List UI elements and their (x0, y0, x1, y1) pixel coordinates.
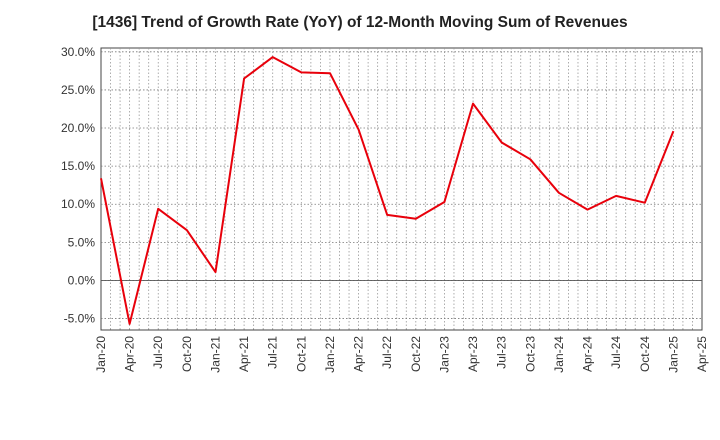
x-tick-label: Apr-25 (695, 336, 709, 372)
x-tick-label: Jan-23 (437, 336, 451, 373)
x-tick-label: Jul-23 (495, 336, 509, 369)
x-tick-label: Apr-23 (466, 336, 480, 372)
x-tick-label: Oct-20 (180, 336, 194, 372)
series-line (100, 56, 675, 325)
y-tick-label: 25.0% (61, 83, 95, 97)
x-tick-label: Apr-24 (581, 336, 595, 372)
x-tick-label: Oct-23 (523, 336, 537, 372)
y-tick-label: 15.0% (61, 159, 95, 173)
y-tick-label: 5.0% (68, 235, 96, 249)
y-tick-label: 20.0% (61, 121, 95, 135)
x-tick-label: Oct-21 (294, 336, 308, 372)
y-tick-label: -5.0% (64, 312, 96, 326)
x-tick-label: Oct-22 (409, 336, 423, 372)
chart-title: [1436] Trend of Growth Rate (YoY) of 12-… (92, 14, 628, 31)
x-tick-label: Jan-25 (666, 336, 680, 373)
y-tick-label: 10.0% (61, 197, 95, 211)
x-tick-label: Jan-22 (323, 336, 337, 373)
x-tick-label: Apr-21 (237, 336, 251, 372)
y-tick-label: 0.0% (68, 273, 96, 287)
x-tick-label: Jan-24 (552, 336, 566, 373)
x-tick-label: Jul-24 (609, 336, 623, 369)
x-tick-label: Jan-20 (94, 336, 108, 373)
x-tick-label: Jan-21 (208, 336, 222, 373)
plot-area (100, 47, 703, 331)
x-tick-label: Jul-20 (151, 336, 165, 369)
x-tick-label: Apr-22 (352, 336, 366, 372)
x-tick-label: Jul-21 (266, 336, 280, 369)
y-tick-label: 30.0% (61, 45, 95, 59)
x-tick-label: Oct-24 (638, 336, 652, 372)
x-tick-label: Jul-22 (380, 336, 394, 369)
x-tick-label: Apr-20 (123, 336, 137, 372)
